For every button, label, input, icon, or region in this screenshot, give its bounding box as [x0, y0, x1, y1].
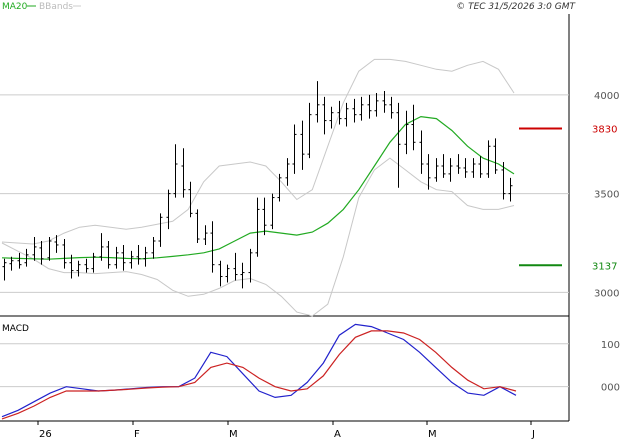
bbands-layer [1, 58, 515, 317]
support-level-label: 3137 [592, 261, 617, 272]
ohlc-bar [501, 162, 506, 200]
price-tick-label: 3000 [594, 288, 619, 299]
ohlc-bars-layer [2, 81, 513, 289]
ohlc-bar [54, 235, 59, 253]
bband-upper-line [1, 58, 515, 245]
ohlc-bar [84, 258, 89, 273]
ohlc-bar [2, 258, 7, 281]
legend-bb-label: BBands [39, 2, 73, 12]
chart-frame [0, 14, 570, 422]
ohlc-bar [225, 264, 230, 283]
ohlc-bar [344, 102, 349, 127]
ohlc-bar [419, 130, 424, 174]
ohlc-bar [277, 173, 282, 202]
ohlc-bar [456, 154, 461, 174]
ohlc-bar [382, 90, 387, 113]
ohlc-bar [292, 124, 297, 174]
ohlc-bar [248, 248, 253, 283]
x-tick-label: J [531, 429, 535, 440]
x-tick-label: M [229, 429, 238, 440]
ohlc-bar [285, 158, 290, 186]
ohlc-bar [173, 144, 178, 198]
ohlc-bar [151, 237, 156, 259]
ohlc-bar [62, 239, 67, 269]
resistance-level-label: 3830 [592, 124, 617, 135]
ohlc-bar [359, 96, 364, 121]
ohlc-bar [91, 252, 96, 273]
ohlc-bar [367, 94, 372, 119]
ohlc-bar [322, 96, 327, 135]
ohlc-bar [136, 244, 141, 265]
ohlc-bar [17, 252, 22, 269]
price-tick-label: 4000 [594, 91, 619, 102]
macd-line [1, 323, 517, 418]
x-tick-label: A [334, 429, 341, 440]
ohlc-bar [315, 81, 320, 123]
ohlc-bar [39, 240, 44, 265]
ohlc-bar [9, 256, 14, 271]
ohlc-bar [106, 240, 111, 269]
ohlc-bar [188, 181, 193, 218]
ohlc-bar [47, 237, 52, 261]
ohlc-bar [508, 177, 513, 202]
ohlc-bar [158, 213, 163, 247]
ohlc-bar [426, 154, 431, 190]
ohlc-bar [99, 233, 104, 261]
macd-panel-title: MACD [2, 324, 29, 334]
ohlc-bar [129, 250, 134, 269]
ohlc-bar [337, 100, 342, 125]
ohlc-bar [24, 248, 29, 267]
x-tick-label: M [428, 429, 437, 440]
legend-ma-label: MA20 [2, 2, 28, 12]
ohlc-bar [114, 246, 119, 269]
ohlc-bar [166, 189, 171, 230]
ohlc-bar [181, 148, 186, 198]
ohlc-bar [218, 260, 223, 287]
x-tick-label: 26 [39, 429, 52, 440]
macd-lines-layer [1, 323, 517, 420]
ohlc-bar [448, 158, 453, 182]
ohlc-bar [352, 98, 357, 123]
ohlc-bar [404, 110, 409, 155]
ohlc-bar [69, 254, 74, 279]
macd-tick-label: 100 [601, 340, 620, 351]
x-tick-label: F [134, 429, 140, 440]
ohlc-bar [300, 120, 305, 170]
ohlc-bar [396, 102, 401, 188]
ohlc-bar [307, 102, 312, 159]
ohlc-bar [143, 246, 148, 267]
ohlc-bar [471, 158, 476, 178]
header-legend: MA20 BBands © TEC 31/5/2026 3:0 GMT [2, 2, 577, 12]
ohlc-bar [486, 140, 491, 178]
ohlc-bar [121, 244, 126, 271]
ohlc-bar [441, 154, 446, 178]
ohlc-bar [195, 209, 200, 243]
price-tick-label: 3500 [594, 190, 619, 201]
grid-layer [0, 94, 569, 424]
ohlc-bar [203, 225, 208, 245]
ohlc-bar [240, 262, 245, 289]
ohlc-bar [434, 158, 439, 182]
ohlc-bar [262, 197, 267, 236]
ohlc-bar [463, 158, 468, 178]
ohlc-bar [329, 106, 334, 129]
ohlc-bar [389, 96, 394, 119]
ohlc-bar [210, 221, 215, 273]
ohlc-bar [233, 252, 238, 281]
ohlc-bar [411, 104, 416, 151]
ohlc-bar [270, 193, 275, 230]
ohlc-bar [255, 197, 260, 257]
y-tick-labels: 3000 3500 4000 000 100 [594, 91, 620, 394]
macd-tick-label: 000 [601, 383, 620, 394]
ohlc-bar [493, 138, 498, 174]
copyright-text: © TEC 31/5/2026 3:0 GMT [456, 2, 576, 12]
price-levels-layer: 3830 3137 [519, 124, 617, 272]
ohlc-bar [374, 92, 379, 117]
x-tick-labels: 26 F M A M J [37, 421, 535, 440]
ohlc-bar [32, 237, 37, 261]
ohlc-bar [76, 260, 81, 277]
ohlc-bar [478, 156, 483, 178]
signal-line [1, 330, 517, 420]
